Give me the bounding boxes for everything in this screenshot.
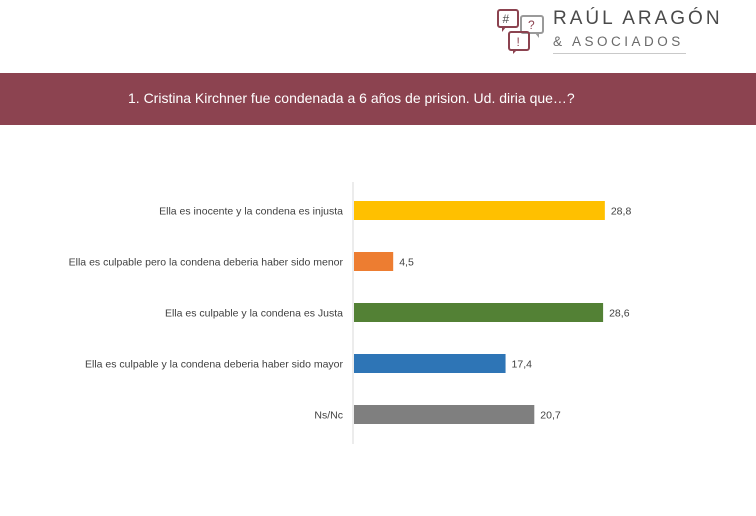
data-label-4: 17,4 [512, 359, 533, 371]
data-label-2: 4,5 [399, 257, 414, 269]
data-label-1: 28,8 [611, 206, 632, 218]
brand-divider [553, 53, 686, 54]
bar-5 [354, 405, 535, 424]
data-label-3: 28,6 [609, 308, 630, 320]
question-banner: 1. Cristina Kirchner fue condenada a 6 a… [0, 73, 756, 125]
exclamation-glyph: ! [517, 35, 520, 49]
category-label-1: Ella es inocente y la condena es injusta [159, 206, 343, 218]
category-label-5: Ns/Nc [314, 410, 343, 422]
bar-3 [354, 303, 604, 322]
bar-2 [354, 252, 394, 271]
category-label-3: Ella es culpable y la condena es Justa [165, 308, 343, 320]
hash-glyph: # [503, 12, 510, 26]
bar-1 [354, 201, 605, 220]
brand-logo: # ? ! RAÚL ARAGÓN & ASOCIADOS [497, 6, 747, 56]
question-title: 1. Cristina Kirchner fue condenada a 6 a… [128, 90, 575, 106]
bar-4 [354, 354, 506, 373]
brand-subname: & ASOCIADOS [553, 34, 684, 49]
category-label-4: Ella es culpable y la condena deberia ha… [85, 359, 343, 371]
question-glyph: ? [528, 18, 535, 32]
brand-name: RAÚL ARAGÓN [553, 8, 723, 29]
category-label-2: Ella es culpable pero la condena deberia… [69, 257, 344, 269]
data-label-5: 20,7 [540, 410, 561, 422]
bar-chart: Ella es inocente y la condena es injusta… [69, 182, 632, 444]
speech-bubbles-icon: # ? ! [497, 9, 544, 54]
